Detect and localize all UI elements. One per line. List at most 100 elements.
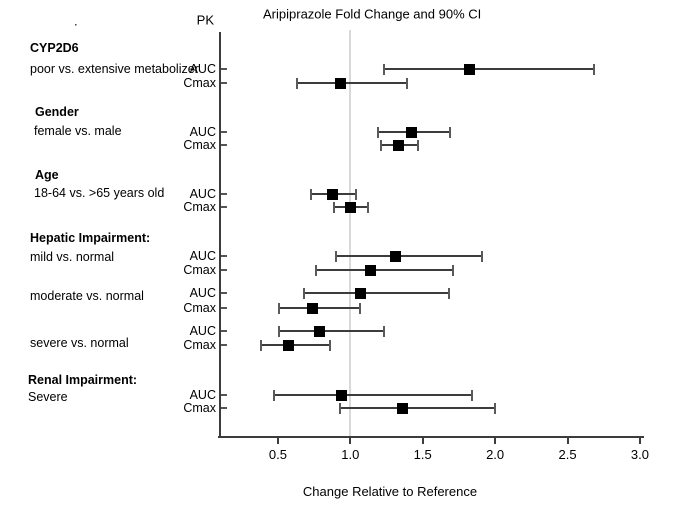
point-marker — [463, 63, 475, 75]
row-axis-tick — [221, 144, 227, 146]
point-marker — [344, 201, 356, 213]
error-bar — [303, 292, 449, 294]
x-tick-label: 3.0 — [630, 447, 649, 462]
error-bar — [296, 82, 407, 84]
ci-cap-right — [452, 265, 455, 276]
pk-column-header: PK — [196, 12, 214, 28]
ci-cap-right — [417, 140, 420, 151]
pk-row-label: Cmax — [183, 75, 216, 90]
reference-line — [349, 30, 352, 437]
x-tick-label: 1.5 — [413, 447, 432, 462]
ci-cap-right — [470, 390, 473, 401]
pk-row-label: AUC — [189, 323, 216, 338]
pk-row-label: AUC — [189, 61, 216, 76]
row-axis-tick — [221, 255, 227, 257]
group-header: CYP2D6 — [30, 40, 79, 55]
ci-cap-left — [302, 288, 305, 299]
pk-row-label: AUC — [189, 285, 216, 300]
chart-title: Aripiprazole Fold Change and 90% CI — [263, 6, 482, 22]
comparison-label: poor vs. extensive metabolizer — [30, 61, 199, 76]
pk-row-label: Cmax — [183, 137, 216, 152]
row-axis-tick — [221, 394, 227, 396]
x-tick — [421, 437, 424, 444]
point-marker — [282, 339, 294, 351]
x-tick — [276, 437, 279, 444]
x-tick-label: 0.5 — [268, 447, 287, 462]
ci-cap-right — [355, 189, 358, 200]
ci-cap-right — [405, 78, 408, 89]
ci-cap-right — [592, 64, 595, 75]
ci-cap-left — [278, 326, 281, 337]
point-marker — [405, 126, 417, 138]
group-header: Renal Impairment: — [28, 372, 138, 387]
ci-cap-right — [329, 340, 332, 351]
error-bar — [279, 307, 361, 309]
x-tick-label: 1.0 — [341, 447, 360, 462]
comparison-label: female vs. male — [34, 123, 122, 138]
comparison-label: moderate vs. normal — [30, 288, 144, 303]
row-axis-tick — [221, 206, 227, 208]
row-axis-tick — [221, 269, 227, 271]
ci-cap-left — [382, 64, 385, 75]
stray-dot: . — [74, 13, 78, 29]
x-tick-label: 2.5 — [558, 447, 577, 462]
point-marker — [354, 287, 366, 299]
comparison-label: severe vs. normal — [30, 335, 129, 350]
point-marker — [327, 188, 339, 200]
ci-cap-left — [278, 303, 281, 314]
pk-row-label: Cmax — [183, 300, 216, 315]
point-marker — [336, 389, 348, 401]
comparison-label: 18-64 vs. >65 years old — [34, 185, 165, 200]
ci-cap-left — [314, 265, 317, 276]
pk-row-label: AUC — [189, 124, 216, 139]
ci-cap-left — [339, 403, 342, 414]
error-bar — [260, 344, 331, 346]
ci-cap-right — [447, 288, 450, 299]
point-marker — [334, 77, 346, 89]
error-bar — [340, 407, 496, 409]
comparison-label: mild vs. normal — [30, 249, 115, 264]
x-tick — [566, 437, 569, 444]
row-axis-tick — [221, 330, 227, 332]
point-marker — [392, 139, 404, 151]
ci-cap-left — [310, 189, 313, 200]
error-bar — [335, 255, 483, 257]
ci-cap-right — [359, 303, 362, 314]
x-axis-title: Change Relative to Reference — [302, 484, 478, 499]
row-axis-tick — [221, 307, 227, 309]
row-axis-tick — [221, 407, 227, 409]
ci-cap-left — [333, 202, 336, 213]
error-bar — [279, 330, 384, 332]
group-header: Age — [35, 167, 59, 182]
point-marker — [396, 402, 408, 414]
pk-row-label: Cmax — [183, 337, 216, 352]
ci-cap-right — [382, 326, 385, 337]
ci-cap-right — [494, 403, 497, 414]
x-axis-line — [218, 436, 644, 438]
row-axis-tick — [221, 292, 227, 294]
comparison-label: Severe — [28, 389, 68, 404]
pk-row-label: Cmax — [183, 262, 216, 277]
row-axis-tick — [221, 344, 227, 346]
ci-cap-right — [366, 202, 369, 213]
x-tick-label: 2.0 — [486, 447, 505, 462]
group-header: Gender — [35, 104, 79, 119]
ci-cap-left — [379, 140, 382, 151]
ci-cap-left — [272, 390, 275, 401]
ci-cap-left — [334, 251, 337, 262]
point-marker — [307, 302, 319, 314]
pk-row-label: AUC — [189, 186, 216, 201]
row-axis-tick — [221, 131, 227, 133]
row-axis-tick — [221, 193, 227, 195]
x-tick — [349, 437, 352, 444]
pk-row-label: Cmax — [183, 400, 216, 415]
ci-cap-left — [295, 78, 298, 89]
ci-cap-left — [259, 340, 262, 351]
y-axis-line — [219, 32, 221, 437]
pk-row-label: AUC — [189, 248, 216, 263]
point-marker — [389, 250, 401, 262]
point-marker — [314, 325, 326, 337]
point-marker — [365, 264, 377, 276]
